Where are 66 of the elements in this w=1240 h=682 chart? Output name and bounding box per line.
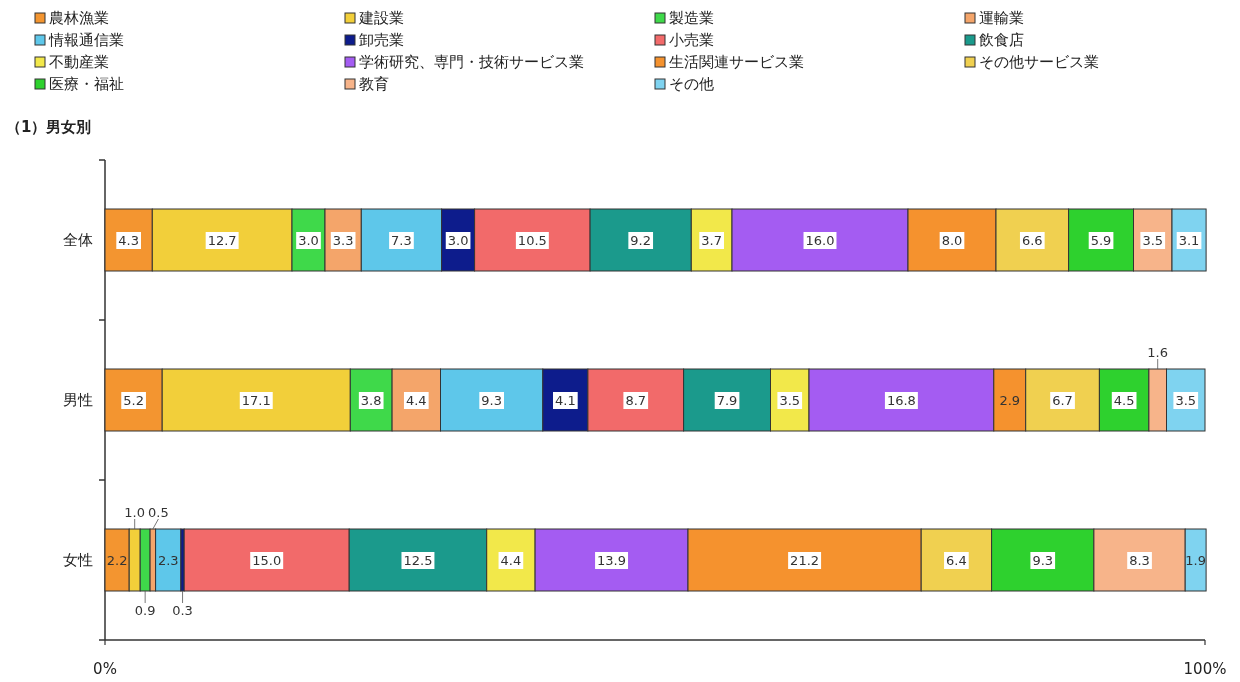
- y-tick-label: 全体: [63, 231, 93, 249]
- x-tick-label: 100%: [1183, 660, 1227, 678]
- data-label: 16.8: [886, 393, 916, 408]
- data-label: 6.6: [1021, 233, 1043, 248]
- legend-label: 卸売業: [359, 31, 404, 49]
- y-tick-label: 男性: [63, 391, 93, 409]
- data-label: 7.3: [391, 233, 412, 248]
- data-label: 2.3: [157, 553, 179, 568]
- data-label: 3.7: [701, 233, 722, 248]
- legend-label: その他サービス業: [979, 53, 1099, 71]
- data-label: 8.7: [625, 393, 647, 408]
- data-label: 12.7: [207, 233, 237, 248]
- data-label: 10.5: [517, 233, 547, 248]
- data-label: 3.1: [1178, 233, 1200, 248]
- data-label: 9.3: [1032, 553, 1054, 568]
- data-label: 1.6: [1147, 345, 1169, 360]
- data-label: 5.2: [123, 393, 144, 408]
- data-label: 3.5: [1142, 233, 1164, 248]
- data-label: 6.4: [946, 553, 967, 568]
- data-label: 4.1: [555, 393, 576, 408]
- data-label: 15.0: [252, 553, 282, 568]
- data-label: 17.1: [241, 393, 271, 408]
- legend-label: 医療・福祉: [49, 75, 124, 93]
- data-label: 3.5: [779, 393, 801, 408]
- data-label: 0.5: [148, 505, 169, 520]
- chart-title: （1）男女別: [6, 118, 92, 136]
- data-label: 4.4: [500, 553, 522, 568]
- data-label: 0.9: [134, 603, 156, 618]
- data-label: 4.4: [405, 393, 427, 408]
- data-label: 4.3: [118, 233, 139, 248]
- data-label: 8.3: [1129, 553, 1150, 568]
- legend-label: 農林漁業: [49, 9, 109, 27]
- x-tick-label: 0%: [93, 660, 117, 678]
- data-label: 21.2: [790, 553, 820, 568]
- legend-label: 建設業: [358, 9, 404, 27]
- legend-label: 小売業: [669, 31, 714, 49]
- data-label: 9.2: [630, 233, 652, 248]
- data-label: 0.3: [172, 603, 193, 618]
- data-label: 1.9: [1185, 553, 1206, 568]
- data-label: 1.0: [124, 505, 146, 520]
- data-label: 16.0: [805, 233, 835, 248]
- legend-label: 飲食店: [979, 31, 1024, 49]
- data-label: 12.5: [403, 553, 433, 568]
- data-label: 3.0: [298, 233, 319, 248]
- y-tick-label: 女性: [63, 551, 93, 569]
- data-label: 8.0: [941, 233, 963, 248]
- legend-label: 生活関連サービス業: [669, 53, 804, 71]
- legend-label: 学術研究、専門・技術サービス業: [359, 53, 584, 71]
- legend-label: 情報通信業: [48, 31, 124, 49]
- legend-label: 製造業: [669, 9, 714, 27]
- data-label: 2.9: [999, 393, 1021, 408]
- data-label: 2.2: [106, 553, 128, 568]
- data-label: 3.5: [1175, 393, 1197, 408]
- data-label: 3.0: [447, 233, 469, 248]
- legend-label: 教育: [359, 75, 389, 93]
- data-label: 3.8: [360, 393, 382, 408]
- data-label: 6.7: [1052, 393, 1073, 408]
- data-label: 7.9: [716, 393, 738, 408]
- data-label: 3.3: [332, 233, 354, 248]
- data-label: 13.9: [597, 553, 627, 568]
- legend-label: 運輸業: [979, 9, 1024, 27]
- data-label: 9.3: [481, 393, 502, 408]
- legend-label: その他: [669, 75, 714, 93]
- data-label: 4.5: [1113, 393, 1135, 408]
- legend-label: 不動産業: [49, 53, 109, 71]
- data-label: 5.9: [1090, 233, 1112, 248]
